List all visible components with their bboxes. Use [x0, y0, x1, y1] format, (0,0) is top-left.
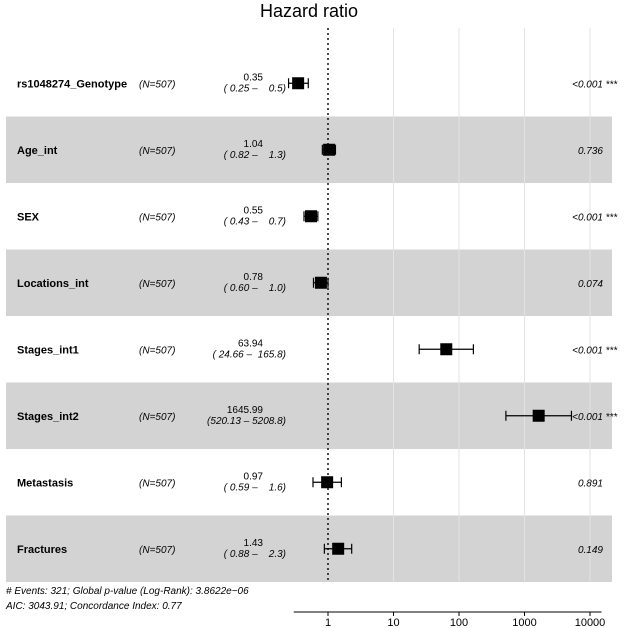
row-ci-label: ( 0.59 – 1.6): [224, 482, 286, 493]
row-ci-label: ( 0.43 – 0.7): [224, 216, 286, 227]
x-tick-label-2: 100: [450, 617, 468, 628]
hr-point-marker: [532, 409, 545, 422]
row-hr-label: 0.55: [244, 205, 264, 216]
footnote-line-1: # Events: 321; Global p-value (Log-Rank)…: [6, 586, 249, 597]
row-hr-label: 1645.99: [227, 405, 264, 416]
row-p-value: 0.074: [578, 279, 603, 290]
hr-point-marker: [440, 343, 453, 356]
footnote-line-2: AIC: 3043.91; Concordance Index: 0.77: [5, 601, 182, 612]
hr-point-marker: [323, 143, 336, 156]
forest-row-2: SEX (N=507) 0.55( 0.43 – 0.7) <0.001 ***: [17, 205, 618, 227]
row-p-value: <0.001: [572, 212, 603, 223]
hr-point-marker: [321, 476, 334, 489]
forest-row-0: rs1048274_Genotype (N=507) 0.35( 0.25 – 0.…: [17, 72, 618, 94]
chart-title: Hazard ratio: [260, 1, 358, 21]
row-variable-label: SEX: [17, 211, 40, 223]
row-ci-label: (520.13 – 5208.8): [207, 416, 286, 427]
hr-point-marker: [332, 542, 345, 555]
row-hr-label: 63.94: [238, 338, 263, 349]
row-p-value: <0.001: [572, 412, 603, 423]
row-ci-label: ( 0.25 – 0.5): [224, 83, 286, 94]
row-significance-stars: ***: [606, 79, 618, 90]
row-n-label: (N=507): [139, 146, 175, 157]
x-tick-label-1: 10: [387, 617, 399, 628]
forest-rows: rs1048274_Genotype (N=507) 0.35( 0.25 – 0.…: [17, 72, 618, 560]
forest-row-6: Metastasis (N=507) 0.97( 0.59 – 1.6) 0.891: [17, 471, 603, 493]
forest-row-3: Locations_int (N=507) 0.78( 0.60 – 1.0) 0.0…: [17, 272, 603, 294]
row-n-label: (N=507): [139, 279, 175, 290]
row-p-value: <0.001: [572, 345, 603, 356]
row-p-value: <0.001: [572, 79, 603, 90]
row-variable-label: Stages_int1: [17, 344, 79, 356]
row-p-value: 0.736: [578, 146, 603, 157]
row-hr-label: 0.78: [244, 272, 264, 283]
forest-row-7: Fractures (N=507) 1.43( 0.88 – 2.3) 0.149: [17, 538, 603, 560]
row-ci-label: ( 0.60 – 1.0): [224, 283, 286, 294]
row-band-1: [6, 116, 612, 183]
row-significance-stars: ***: [606, 345, 618, 356]
row-n-label: (N=507): [139, 345, 175, 356]
row-variable-label: rs1048274_Genotype: [17, 78, 127, 90]
hr-point-marker: [314, 276, 327, 289]
row-hr-label: 0.97: [244, 471, 264, 482]
row-ci-label: ( 24.66 – 165.8): [213, 349, 286, 360]
row-significance-stars: ***: [606, 212, 618, 223]
forest-row-5: Stages_int2 (N=507) 1645.99(520.13 – 5208.…: [17, 405, 618, 427]
row-n-label: (N=507): [139, 79, 175, 90]
row-p-value: 0.891: [578, 478, 603, 489]
row-variable-label: Fractures: [17, 544, 67, 556]
row-ci-label: ( 0.82 – 1.3): [224, 150, 286, 161]
x-axis: 1 10 100 1000 10000: [293, 611, 606, 628]
row-hr-label: 0.35: [244, 72, 264, 83]
row-variable-label: Stages_int2: [17, 411, 79, 423]
hr-point-marker: [292, 77, 305, 90]
row-n-label: (N=507): [139, 478, 175, 489]
row-n-label: (N=507): [139, 412, 175, 423]
forest-row-1: Age_int (N=507) 1.04( 0.82 – 1.3) 0.736: [17, 139, 603, 161]
x-tick-label-0: 1: [325, 617, 331, 628]
row-ci-label: ( 0.88 – 2.3): [224, 549, 286, 560]
x-tick-label-3: 1000: [512, 617, 536, 628]
row-variable-label: Age_int: [17, 145, 58, 157]
row-bands: [6, 116, 612, 582]
gridlines: [393, 28, 591, 582]
row-hr-label: 1.04: [244, 139, 264, 150]
row-variable-label: Locations_int: [17, 278, 89, 290]
row-hr-label: 1.43: [244, 538, 264, 549]
row-p-value: 0.149: [578, 545, 603, 556]
row-band-7: [6, 515, 612, 582]
row-significance-stars: ***: [606, 412, 618, 423]
x-tick-label-4: 10000: [575, 617, 606, 628]
forest-row-4: Stages_int1 (N=507) 63.94( 24.66 – 165.8) <…: [17, 338, 618, 360]
row-n-label: (N=507): [139, 545, 175, 556]
row-variable-label: Metastasis: [17, 477, 73, 489]
row-band-3: [6, 249, 612, 316]
hr-point-marker: [304, 210, 317, 223]
row-n-label: (N=507): [139, 212, 175, 223]
